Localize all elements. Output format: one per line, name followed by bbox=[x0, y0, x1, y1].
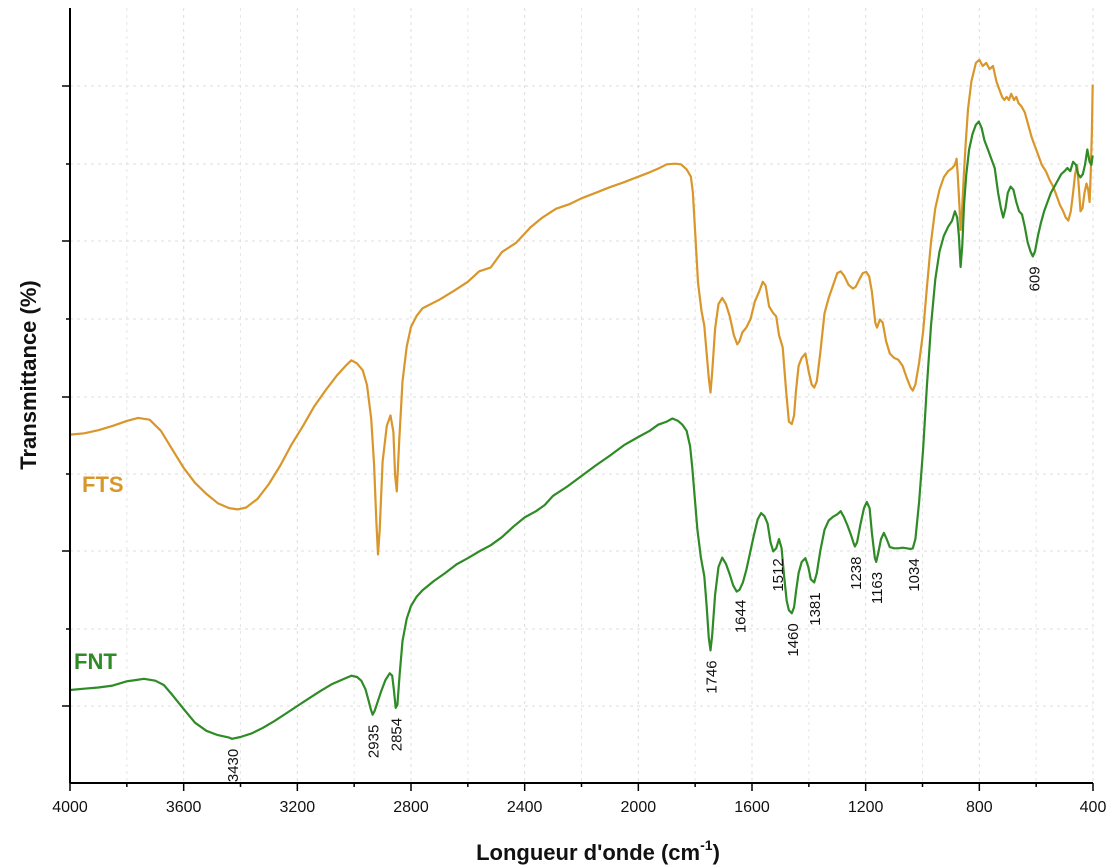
x-tick-label: 800 bbox=[966, 799, 993, 816]
x-axis-title-main: Longueur d'onde (cm bbox=[476, 840, 700, 865]
peak-label-2854: 2854 bbox=[389, 718, 406, 751]
x-tick-label: 400 bbox=[1080, 799, 1107, 816]
peak-label-3430: 3430 bbox=[225, 749, 242, 782]
x-axis-title-superscript: -1 bbox=[700, 837, 713, 853]
grid-lines bbox=[69, 8, 1094, 783]
peak-label-1034: 1034 bbox=[906, 558, 923, 591]
x-tick-label: 3200 bbox=[280, 799, 316, 816]
peak-label-1644: 1644 bbox=[733, 600, 750, 633]
x-tick-label: 3600 bbox=[166, 799, 202, 816]
peak-label-1238: 1238 bbox=[848, 557, 865, 590]
peak-annotations: 3430 2935 2854 1746 1644 1512 1460 1381 1238 1163… bbox=[225, 266, 1044, 782]
series-label-fts: FTS bbox=[82, 472, 124, 497]
x-tick-label: 1200 bbox=[848, 799, 884, 816]
x-axis-title-close: ) bbox=[713, 840, 720, 865]
peak-label-1746: 1746 bbox=[704, 660, 721, 693]
series-line-fnt bbox=[69, 120, 1094, 740]
series-line-fts bbox=[69, 58, 1094, 556]
x-tick-label: 2400 bbox=[507, 799, 543, 816]
peak-label-2935: 2935 bbox=[366, 725, 383, 758]
series-label-fnt: FNT bbox=[74, 649, 117, 674]
y-axis-title: Transmittance (%) bbox=[16, 280, 41, 470]
x-axis-ticks: 4000 3600 3200 2800 2400 2000 1600 1200 800 400 bbox=[52, 783, 1106, 816]
series-layer bbox=[69, 58, 1094, 740]
peak-label-1381: 1381 bbox=[807, 592, 824, 625]
peak-label-1460: 1460 bbox=[785, 623, 802, 656]
x-tick-label: 1600 bbox=[734, 799, 770, 816]
peak-label-1512: 1512 bbox=[770, 558, 787, 591]
x-tick-label: 2800 bbox=[393, 799, 429, 816]
series-labels: FTS FNT bbox=[74, 472, 124, 674]
peak-label-1163: 1163 bbox=[869, 572, 886, 604]
x-axis-title: Longueur d'onde (cm-1) bbox=[476, 837, 720, 865]
x-tick-label: 4000 bbox=[52, 799, 88, 816]
x-tick-label: 2000 bbox=[621, 799, 657, 816]
y-axis-ticks bbox=[62, 85, 70, 707]
peak-label-609: 609 bbox=[1027, 266, 1044, 291]
